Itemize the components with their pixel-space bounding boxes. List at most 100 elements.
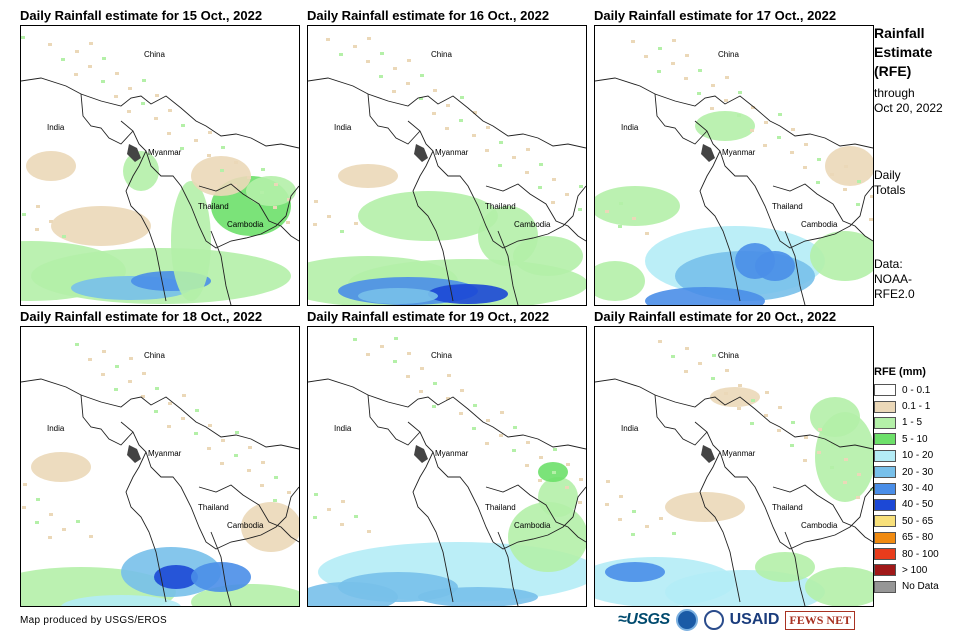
country-border [485, 484, 586, 543]
rainfall-speckle [101, 80, 105, 83]
rainfall-speckle [142, 372, 146, 375]
country-border [772, 484, 873, 543]
legend-swatch [874, 400, 896, 413]
rainfall-speckle [61, 58, 65, 61]
rfe-title-line: Estimate [874, 44, 933, 60]
rainfall-speckle [737, 114, 741, 117]
rainfall-speckle [314, 493, 318, 496]
rainfall-speckle [473, 404, 477, 407]
rainfall-area [418, 587, 538, 606]
rainfall-speckle [128, 380, 132, 383]
rainfall-speckle [512, 156, 516, 159]
rainfall-speckle [697, 92, 701, 95]
map-label-cambodia: Cambodia [227, 521, 264, 530]
rainfall-speckle [260, 484, 264, 487]
rainfall-speckle [778, 113, 782, 116]
rainfall-speckle [579, 185, 583, 188]
country-border [699, 150, 741, 302]
legend-item: 65 - 80 [874, 530, 966, 546]
map-panel-16-oct: Daily Rainfall estimate for 16 Oct., 202… [307, 8, 587, 308]
rainfall-speckle [22, 506, 26, 509]
rainfall-speckle [141, 102, 145, 105]
rainfall-area [695, 111, 755, 141]
rainfall-map: China India Myanmar Thailand Cambodia [307, 326, 587, 607]
map-panel-18-oct: Daily Rainfall estimate for 18 Oct., 202… [20, 309, 300, 609]
rainfall-speckle [671, 62, 675, 65]
map-label-myanmar: Myanmar [435, 449, 469, 458]
rainfall-speckle [685, 347, 689, 350]
map-label-china: China [144, 351, 165, 360]
rainfall-speckle [552, 471, 556, 474]
rainfall-speckle [115, 365, 119, 368]
coastline-mark [127, 144, 141, 162]
panel-title: Daily Rainfall estimate for 18 Oct., 202… [20, 309, 263, 324]
rainfall-map: China India Myanmar Thailand Cambodia [307, 25, 587, 306]
rainfall-speckle [48, 43, 52, 46]
rainfall-speckle [578, 501, 582, 504]
rainfall-speckle [88, 358, 92, 361]
rainfall-speckle [35, 228, 39, 231]
map-label-china: China [431, 50, 452, 59]
rainfall-speckle [313, 223, 317, 226]
rainfall-speckle [472, 134, 476, 137]
rainfall-area [31, 452, 91, 482]
rainfall-speckle [261, 168, 265, 171]
data-source-line: NOAA- [874, 272, 913, 286]
legend-rows: 0 - 0.1 0.1 - 1 1 - 5 5 - 10 10 - 20 20 - 30 3… [874, 382, 966, 595]
rainfall-speckle [485, 442, 489, 445]
rainfall-map: China India Myanmar Thailand Cambodia [20, 326, 300, 607]
rainfall-speckle [778, 406, 782, 409]
rainfall-speckle [247, 469, 251, 472]
rainfall-speckle [499, 434, 503, 437]
rainfall-speckle [327, 215, 331, 218]
rainfall-speckle [48, 536, 52, 539]
rainfall-area [710, 387, 760, 407]
map-label-india: India [47, 123, 65, 132]
rainfall-speckle [791, 128, 795, 131]
map-panel-19-oct: Daily Rainfall estimate for 19 Oct., 202… [307, 309, 587, 609]
rainfall-speckle [221, 146, 225, 149]
legend-label: 30 - 40 [902, 483, 934, 495]
rainfall-speckle [857, 473, 861, 476]
rainfall-area [825, 146, 873, 186]
rainfall-speckle [817, 158, 821, 161]
rainfall-speckle [419, 97, 423, 100]
rainfall-speckle [764, 414, 768, 417]
rainfall-map: China India Myanmar Thailand Cambodia [20, 25, 300, 306]
coastline-mark [701, 445, 715, 463]
country-border [367, 394, 421, 446]
rainfall-speckle [194, 139, 198, 142]
legend-label: 0 - 0.1 [902, 384, 931, 396]
rainfall-map: China India Myanmar Thailand Cambodia [594, 326, 874, 607]
rainfall-speckle [326, 38, 330, 41]
rainfall-area [428, 284, 508, 304]
daily-label: Daily [874, 168, 901, 182]
rainfall-area [755, 552, 815, 582]
rainfall-area [171, 181, 211, 301]
rainfall-speckle [208, 131, 212, 134]
rainfall-speckle [737, 407, 741, 410]
legend-label: 0.1 - 1 [902, 401, 931, 413]
rainfall-speckle [235, 431, 239, 434]
map-label-thailand: Thailand [198, 503, 229, 512]
map-label-india: India [621, 123, 639, 132]
map-panel-20-oct: Daily Rainfall estimate for 20 Oct., 202… [594, 309, 874, 609]
rainfall-speckle [220, 462, 224, 465]
legend-swatch [874, 580, 896, 593]
rainfall-speckle [751, 399, 755, 402]
country-border [654, 93, 708, 145]
rainfall-speckle [313, 516, 317, 519]
rainfall-speckle [538, 479, 542, 482]
rainfall-speckle [22, 213, 26, 216]
legend-item: 80 - 100 [874, 546, 966, 562]
rainfall-speckle [538, 186, 542, 189]
map-label-myanmar: Myanmar [722, 148, 756, 157]
daily-totals: Daily Totals [874, 168, 905, 198]
rainfall-speckle [565, 193, 569, 196]
rainfall-speckle [472, 427, 476, 430]
rainfall-speckle [844, 165, 848, 168]
rainfall-area [154, 565, 198, 589]
rainfall-area [605, 562, 665, 582]
rainfall-speckle [816, 181, 820, 184]
country-border [412, 150, 454, 302]
